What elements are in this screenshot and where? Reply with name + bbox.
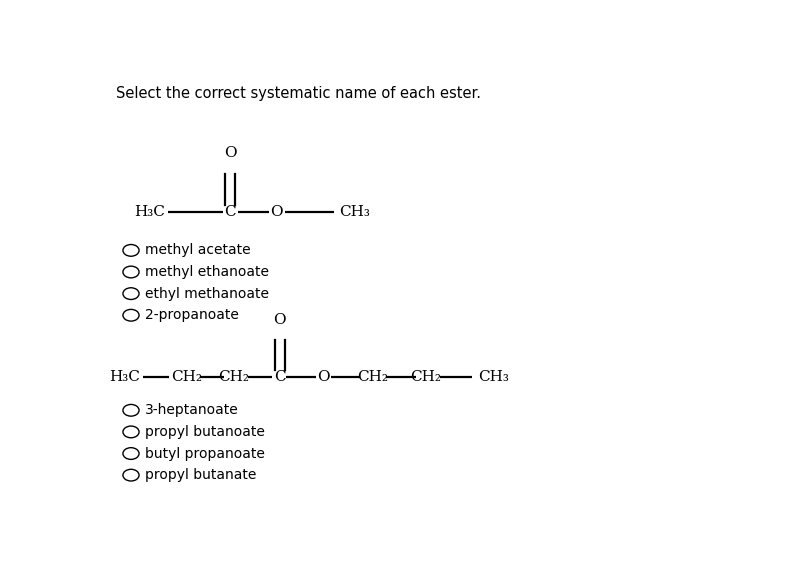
Text: 2-propanoate: 2-propanoate	[145, 308, 238, 322]
Text: methyl ethanoate: methyl ethanoate	[145, 265, 269, 279]
Text: CH₂: CH₂	[410, 370, 441, 384]
Text: CH₃: CH₃	[478, 370, 509, 384]
Text: CH₂: CH₂	[358, 370, 388, 384]
Text: propyl butanate: propyl butanate	[145, 468, 256, 482]
Text: H₃C: H₃C	[134, 205, 165, 219]
Text: CH₂: CH₂	[218, 370, 249, 384]
Text: methyl acetate: methyl acetate	[145, 243, 250, 257]
Text: 3-heptanoate: 3-heptanoate	[145, 403, 238, 417]
Text: O: O	[317, 370, 330, 384]
Text: propyl butanoate: propyl butanoate	[145, 425, 265, 439]
Text: ethyl methanoate: ethyl methanoate	[145, 287, 269, 301]
Text: CH₂: CH₂	[171, 370, 202, 384]
Text: O: O	[224, 146, 237, 160]
Text: Select the correct systematic name of each ester.: Select the correct systematic name of ea…	[115, 86, 481, 101]
Text: H₃C: H₃C	[110, 370, 140, 384]
Text: butyl propanoate: butyl propanoate	[145, 446, 265, 460]
Text: C: C	[274, 370, 286, 384]
Text: O: O	[274, 313, 286, 327]
Text: C: C	[224, 205, 236, 219]
Text: O: O	[270, 205, 283, 219]
Text: CH₃: CH₃	[338, 205, 370, 219]
